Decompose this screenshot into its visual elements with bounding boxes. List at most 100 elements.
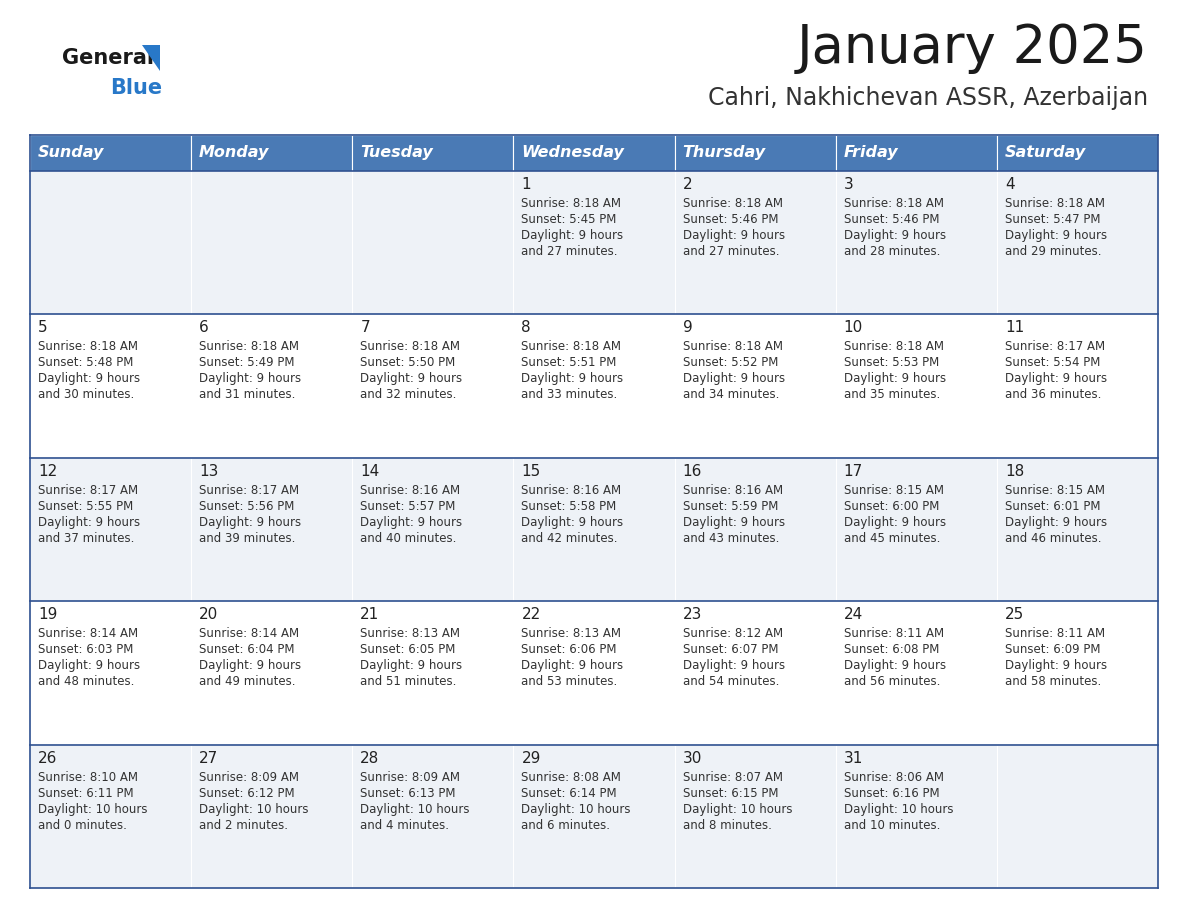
Text: Sunday: Sunday	[38, 145, 105, 161]
Text: Sunrise: 8:11 AM: Sunrise: 8:11 AM	[843, 627, 943, 640]
Text: Daylight: 9 hours: Daylight: 9 hours	[843, 373, 946, 386]
Text: Sunset: 5:50 PM: Sunset: 5:50 PM	[360, 356, 455, 369]
Text: Sunset: 6:14 PM: Sunset: 6:14 PM	[522, 787, 617, 800]
Text: and 27 minutes.: and 27 minutes.	[522, 245, 618, 258]
FancyBboxPatch shape	[835, 171, 997, 314]
Text: Sunrise: 8:18 AM: Sunrise: 8:18 AM	[843, 197, 943, 210]
Text: Daylight: 9 hours: Daylight: 9 hours	[683, 659, 785, 672]
FancyBboxPatch shape	[675, 458, 835, 601]
Text: 19: 19	[38, 607, 57, 622]
FancyBboxPatch shape	[513, 171, 675, 314]
FancyBboxPatch shape	[513, 744, 675, 888]
Text: and 58 minutes.: and 58 minutes.	[1005, 676, 1101, 688]
Text: Sunrise: 8:18 AM: Sunrise: 8:18 AM	[38, 341, 138, 353]
FancyBboxPatch shape	[675, 135, 835, 171]
Text: 29: 29	[522, 751, 541, 766]
Text: and 8 minutes.: and 8 minutes.	[683, 819, 771, 832]
FancyBboxPatch shape	[513, 601, 675, 744]
Text: General: General	[62, 48, 154, 68]
Text: Sunrise: 8:10 AM: Sunrise: 8:10 AM	[38, 770, 138, 784]
Text: Daylight: 9 hours: Daylight: 9 hours	[522, 516, 624, 529]
Text: 1: 1	[522, 177, 531, 192]
FancyBboxPatch shape	[997, 744, 1158, 888]
Text: 5: 5	[38, 320, 48, 335]
Text: Daylight: 9 hours: Daylight: 9 hours	[200, 659, 302, 672]
Text: Daylight: 9 hours: Daylight: 9 hours	[1005, 229, 1107, 242]
FancyBboxPatch shape	[835, 314, 997, 458]
Text: and 43 minutes.: and 43 minutes.	[683, 532, 779, 544]
Text: 31: 31	[843, 751, 864, 766]
Text: Sunrise: 8:07 AM: Sunrise: 8:07 AM	[683, 770, 783, 784]
Text: 14: 14	[360, 464, 379, 479]
Text: Sunset: 5:59 PM: Sunset: 5:59 PM	[683, 499, 778, 513]
Text: Sunset: 6:00 PM: Sunset: 6:00 PM	[843, 499, 939, 513]
Text: Sunrise: 8:15 AM: Sunrise: 8:15 AM	[1005, 484, 1105, 497]
FancyBboxPatch shape	[353, 314, 513, 458]
Text: and 31 minutes.: and 31 minutes.	[200, 388, 296, 401]
Text: and 30 minutes.: and 30 minutes.	[38, 388, 134, 401]
Text: Sunrise: 8:18 AM: Sunrise: 8:18 AM	[360, 341, 460, 353]
Text: 10: 10	[843, 320, 862, 335]
Text: Sunrise: 8:16 AM: Sunrise: 8:16 AM	[683, 484, 783, 497]
Text: Sunrise: 8:18 AM: Sunrise: 8:18 AM	[522, 197, 621, 210]
Text: Daylight: 10 hours: Daylight: 10 hours	[843, 802, 953, 815]
Text: and 40 minutes.: and 40 minutes.	[360, 532, 456, 544]
Text: and 2 minutes.: and 2 minutes.	[200, 819, 289, 832]
Text: 11: 11	[1005, 320, 1024, 335]
Text: 24: 24	[843, 607, 862, 622]
Text: and 56 minutes.: and 56 minutes.	[843, 676, 940, 688]
Text: 21: 21	[360, 607, 379, 622]
Text: and 54 minutes.: and 54 minutes.	[683, 676, 779, 688]
Text: 17: 17	[843, 464, 862, 479]
Text: Daylight: 9 hours: Daylight: 9 hours	[683, 229, 785, 242]
Text: Daylight: 9 hours: Daylight: 9 hours	[38, 516, 140, 529]
Text: Sunset: 6:08 PM: Sunset: 6:08 PM	[843, 644, 939, 656]
Text: Daylight: 9 hours: Daylight: 9 hours	[1005, 659, 1107, 672]
Text: Sunrise: 8:17 AM: Sunrise: 8:17 AM	[1005, 341, 1105, 353]
Text: Sunset: 5:51 PM: Sunset: 5:51 PM	[522, 356, 617, 369]
Text: Sunrise: 8:16 AM: Sunrise: 8:16 AM	[360, 484, 461, 497]
Text: Sunset: 6:11 PM: Sunset: 6:11 PM	[38, 787, 133, 800]
Text: and 10 minutes.: and 10 minutes.	[843, 819, 940, 832]
Text: Sunrise: 8:17 AM: Sunrise: 8:17 AM	[38, 484, 138, 497]
Text: Sunset: 6:03 PM: Sunset: 6:03 PM	[38, 644, 133, 656]
Text: 8: 8	[522, 320, 531, 335]
Text: 6: 6	[200, 320, 209, 335]
FancyBboxPatch shape	[191, 314, 353, 458]
FancyBboxPatch shape	[835, 135, 997, 171]
FancyBboxPatch shape	[30, 601, 191, 744]
Text: Sunset: 5:58 PM: Sunset: 5:58 PM	[522, 499, 617, 513]
Text: Sunrise: 8:18 AM: Sunrise: 8:18 AM	[683, 197, 783, 210]
FancyBboxPatch shape	[835, 601, 997, 744]
FancyBboxPatch shape	[675, 314, 835, 458]
Text: Sunset: 6:01 PM: Sunset: 6:01 PM	[1005, 499, 1100, 513]
Text: Sunset: 5:57 PM: Sunset: 5:57 PM	[360, 499, 456, 513]
Text: 20: 20	[200, 607, 219, 622]
Text: Daylight: 9 hours: Daylight: 9 hours	[683, 516, 785, 529]
Text: Sunrise: 8:09 AM: Sunrise: 8:09 AM	[360, 770, 460, 784]
Text: Thursday: Thursday	[683, 145, 766, 161]
FancyBboxPatch shape	[30, 458, 191, 601]
FancyBboxPatch shape	[30, 744, 191, 888]
Text: Sunset: 5:46 PM: Sunset: 5:46 PM	[683, 213, 778, 226]
Text: Daylight: 9 hours: Daylight: 9 hours	[522, 229, 624, 242]
Text: Daylight: 9 hours: Daylight: 9 hours	[843, 516, 946, 529]
Text: and 49 minutes.: and 49 minutes.	[200, 676, 296, 688]
Text: Sunrise: 8:15 AM: Sunrise: 8:15 AM	[843, 484, 943, 497]
Text: Sunset: 6:06 PM: Sunset: 6:06 PM	[522, 644, 617, 656]
FancyBboxPatch shape	[997, 601, 1158, 744]
Text: 23: 23	[683, 607, 702, 622]
Text: Sunrise: 8:16 AM: Sunrise: 8:16 AM	[522, 484, 621, 497]
Text: Daylight: 10 hours: Daylight: 10 hours	[683, 802, 792, 815]
Text: Daylight: 10 hours: Daylight: 10 hours	[360, 802, 469, 815]
Text: Sunset: 5:49 PM: Sunset: 5:49 PM	[200, 356, 295, 369]
FancyBboxPatch shape	[835, 744, 997, 888]
Text: Daylight: 9 hours: Daylight: 9 hours	[522, 373, 624, 386]
FancyBboxPatch shape	[353, 171, 513, 314]
Text: 30: 30	[683, 751, 702, 766]
Text: Friday: Friday	[843, 145, 898, 161]
Text: Daylight: 10 hours: Daylight: 10 hours	[200, 802, 309, 815]
FancyBboxPatch shape	[191, 135, 353, 171]
Text: Sunrise: 8:12 AM: Sunrise: 8:12 AM	[683, 627, 783, 640]
Text: Daylight: 9 hours: Daylight: 9 hours	[360, 659, 462, 672]
